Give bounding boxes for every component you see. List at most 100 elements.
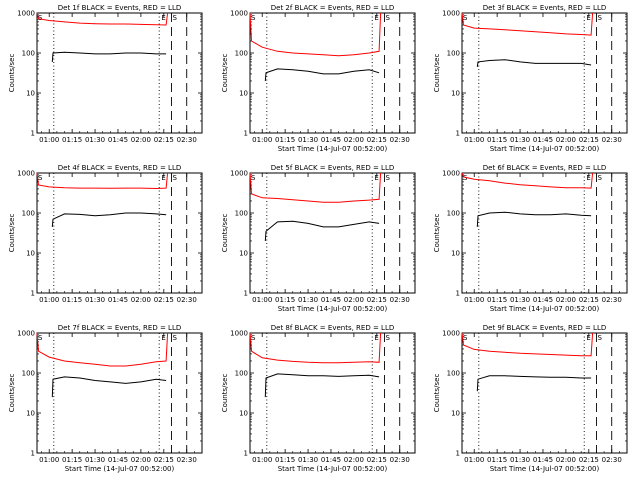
y-tick-label: 1 bbox=[31, 130, 35, 138]
x-tick-label: 01:45 bbox=[108, 456, 128, 464]
plot-frame bbox=[36, 332, 203, 454]
y-tick-label: 10 bbox=[239, 250, 248, 258]
lld-series-line bbox=[36, 332, 169, 367]
event-marker-label: S bbox=[38, 174, 43, 182]
x-tick-label: 02:15 bbox=[367, 136, 387, 144]
event-marker-label: E bbox=[374, 14, 378, 22]
event-marker-label: S bbox=[463, 174, 468, 182]
y-tick-label: 1000 bbox=[17, 330, 35, 338]
y-tick-label: 1 bbox=[456, 290, 460, 298]
x-tick-label: 02:00 bbox=[131, 136, 151, 144]
chart-title: Det 4f BLACK = Events, RED = LLD bbox=[58, 164, 181, 172]
x-tick-label: 01:30 bbox=[510, 136, 530, 144]
x-tick-label: 01:30 bbox=[510, 456, 530, 464]
x-tick-label: 02:15 bbox=[154, 136, 174, 144]
y-axis-label: Counts/sec bbox=[221, 374, 229, 413]
x-tick-label: 02:15 bbox=[367, 456, 387, 464]
y-tick-label: 10 bbox=[26, 90, 35, 98]
events-series-line bbox=[264, 68, 380, 82]
x-tick-label: 01:15 bbox=[62, 296, 82, 304]
x-tick-label: 01:45 bbox=[533, 136, 553, 144]
chart-panel: Det 4f BLACK = Events, RED = LLD 1 10 100 10… bbox=[8, 164, 203, 304]
event-marker-label: S bbox=[385, 14, 390, 22]
x-tick-label: 02:30 bbox=[390, 456, 410, 464]
event-marker-label: E bbox=[374, 334, 378, 342]
x-tick-label: 01:00 bbox=[464, 296, 484, 304]
chart-panel: Det 1f BLACK = Events, RED = LLD 1 10 100 10… bbox=[8, 4, 203, 144]
event-marker-label: E bbox=[586, 334, 590, 342]
chart-panel: Det 3f BLACK = Events, RED = LLD 1 10 100 10… bbox=[433, 4, 628, 153]
x-tick-label: 01:45 bbox=[108, 296, 128, 304]
events-series-line bbox=[476, 211, 592, 227]
y-axis-label: Counts/sec bbox=[433, 214, 441, 253]
y-axis-label: Counts/sec bbox=[433, 374, 441, 413]
event-marker-label: S bbox=[172, 174, 177, 182]
y-tick-label: 100 bbox=[22, 370, 35, 378]
x-tick-label: 01:45 bbox=[533, 456, 553, 464]
y-tick-label: 10 bbox=[239, 410, 248, 418]
events-series-line bbox=[51, 212, 167, 227]
x-tick-label: 01:15 bbox=[487, 136, 507, 144]
y-tick-label: 1 bbox=[31, 450, 35, 458]
event-marker-label: E bbox=[161, 334, 165, 342]
plot-frame bbox=[249, 172, 416, 294]
y-tick-label: 100 bbox=[447, 370, 460, 378]
lld-series-line bbox=[461, 332, 594, 357]
plot-frame bbox=[36, 12, 203, 134]
x-tick-label: 01:15 bbox=[275, 136, 295, 144]
x-tick-label: 02:00 bbox=[556, 456, 576, 464]
y-axis-label: Counts/sec bbox=[8, 374, 16, 413]
y-axis-label: Counts/sec bbox=[221, 214, 229, 253]
events-series-line bbox=[51, 51, 167, 62]
x-tick-label: 02:30 bbox=[177, 136, 197, 144]
x-tick-label: 01:45 bbox=[533, 296, 553, 304]
plot-frame bbox=[249, 332, 416, 454]
event-marker-label: S bbox=[385, 174, 390, 182]
plot-frame bbox=[461, 172, 628, 294]
plot-frame bbox=[249, 12, 416, 134]
x-tick-label: 01:00 bbox=[464, 136, 484, 144]
y-tick-label: 10 bbox=[451, 250, 460, 258]
lld-series-line bbox=[461, 172, 594, 189]
x-tick-label: 02:00 bbox=[344, 456, 364, 464]
event-marker-label: S bbox=[172, 14, 177, 22]
y-tick-label: 100 bbox=[235, 370, 248, 378]
x-tick-label: 02:15 bbox=[579, 456, 599, 464]
event-marker-label: E bbox=[374, 174, 378, 182]
x-axis-label: Start Time (14-Jul-07 00:52:00) bbox=[490, 305, 600, 313]
x-tick-label: 01:30 bbox=[85, 456, 105, 464]
y-tick-label: 10 bbox=[451, 410, 460, 418]
x-tick-label: 01:30 bbox=[298, 296, 318, 304]
plot-frame bbox=[36, 172, 203, 294]
x-tick-label: 02:30 bbox=[602, 296, 622, 304]
y-axis-label: Counts/sec bbox=[221, 54, 229, 93]
lld-series-line bbox=[36, 12, 169, 26]
x-tick-label: 02:30 bbox=[390, 296, 410, 304]
y-tick-label: 1 bbox=[31, 290, 35, 298]
events-series-line bbox=[476, 375, 592, 392]
x-axis-label: Start Time (14-Jul-07 00:52:00) bbox=[278, 145, 388, 153]
x-tick-label: 01:00 bbox=[252, 136, 272, 144]
events-series-line bbox=[264, 373, 380, 398]
y-tick-label: 10 bbox=[26, 410, 35, 418]
event-marker-label: E bbox=[161, 174, 165, 182]
x-tick-label: 01:30 bbox=[510, 296, 530, 304]
chart-title: Det 7f BLACK = Events, RED = LLD bbox=[58, 324, 181, 332]
chart-panel: Det 2f BLACK = Events, RED = LLD 1 10 100 10… bbox=[221, 4, 416, 153]
event-marker-label: S bbox=[251, 14, 256, 22]
y-tick-label: 100 bbox=[447, 50, 460, 58]
x-tick-label: 01:30 bbox=[85, 296, 105, 304]
x-tick-label: 02:15 bbox=[154, 296, 174, 304]
y-tick-label: 1 bbox=[456, 450, 460, 458]
x-tick-label: 02:00 bbox=[131, 296, 151, 304]
x-tick-label: 02:15 bbox=[579, 136, 599, 144]
y-axis-label: Counts/sec bbox=[8, 214, 16, 253]
lld-series-line bbox=[249, 172, 382, 203]
y-axis-label: Counts/sec bbox=[8, 54, 16, 93]
lld-series-line bbox=[249, 332, 382, 364]
event-marker-label: E bbox=[586, 174, 590, 182]
event-marker-label: S bbox=[463, 334, 468, 342]
x-tick-label: 02:00 bbox=[556, 136, 576, 144]
event-marker-label: E bbox=[161, 14, 165, 22]
